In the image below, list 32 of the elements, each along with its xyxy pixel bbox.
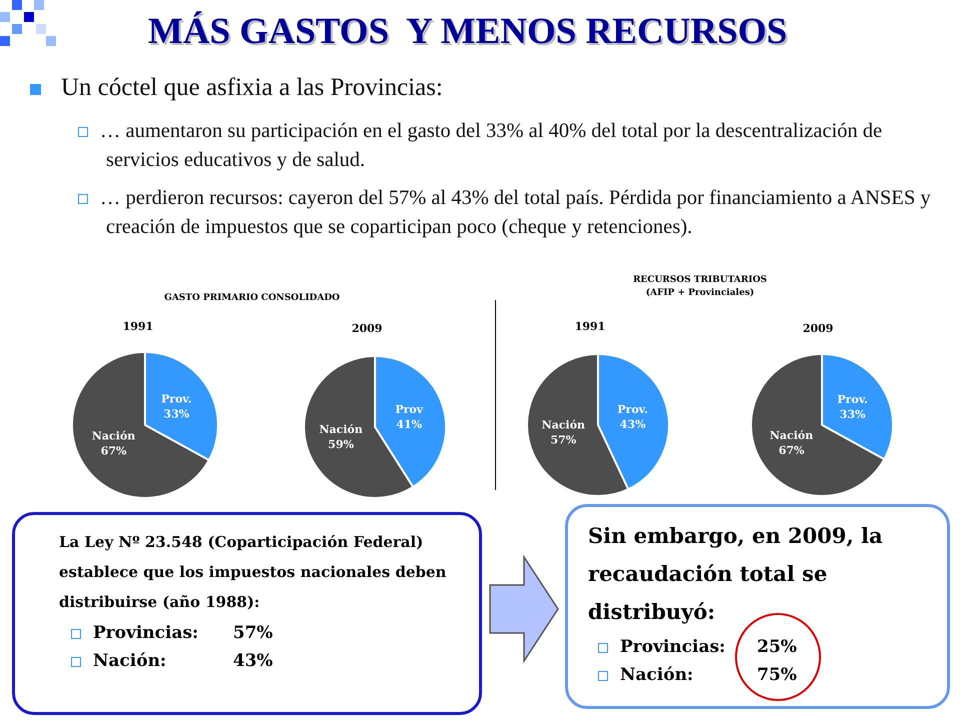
data-label: 59%	[328, 438, 354, 451]
text: … perdieron recursos: cayeron del 57% al 43% del total país. Pérdida por financiamiento a ANSES y creación de impuestos que se coparticipan poco (cheque y retenciones).	[99, 186, 932, 240]
slice-label: Prov.	[161, 392, 192, 406]
slice-label: Nación	[319, 422, 363, 436]
slice-label: Nación	[92, 429, 136, 442]
text: Sin embargo, en 2009, la recaudación total se distribuyó:	[588, 522, 884, 626]
data-label: 43%	[620, 418, 646, 432]
text: GASTO PRIMARIO CONSOLIDADO	[163, 292, 341, 305]
data-label: 57%	[550, 434, 577, 447]
text: Nación: 43%	[93, 651, 273, 671]
chart-subtitle: 1991	[574, 320, 606, 333]
text: … aumentaron su participación en el gasto del 33% al 40% del total por la descentralización de servicios educativos y de salud.	[99, 119, 884, 173]
slice-label: Nación	[542, 418, 586, 432]
text: La Ley Nº 23.548 (Coparticipación Federal) establece que los impuestos nacionales deben distribuirse (año 1988):	[59, 532, 448, 613]
slice-label: Nación	[770, 428, 814, 442]
chart-subtitle: 2009	[802, 322, 834, 335]
data-label: 67%	[778, 444, 805, 457]
text: MÁS GASTOS Y MENOS RECURSOS	[148, 10, 788, 53]
text: Un cóctel que asfixia a las Provincias:	[60, 74, 443, 102]
text: Provincias: 57%	[93, 623, 273, 643]
data-label: 33%	[164, 407, 190, 420]
slice-label: Prov.	[617, 403, 648, 416]
data-label: 41%	[396, 418, 423, 431]
slice-label: Prov	[395, 402, 424, 416]
data-label: 67%	[100, 444, 128, 458]
text: RECURSOS TRIBUTARIOS (AFIP + Provinciales)	[632, 274, 768, 300]
slice-label: Prov.	[837, 392, 868, 406]
text: Provincias: 25%	[620, 637, 797, 657]
chart-subtitle: 1991	[122, 320, 154, 333]
text: Nación: 75%	[620, 665, 797, 685]
data-label: 33%	[840, 408, 866, 421]
chart-subtitle: 2009	[350, 322, 384, 335]
